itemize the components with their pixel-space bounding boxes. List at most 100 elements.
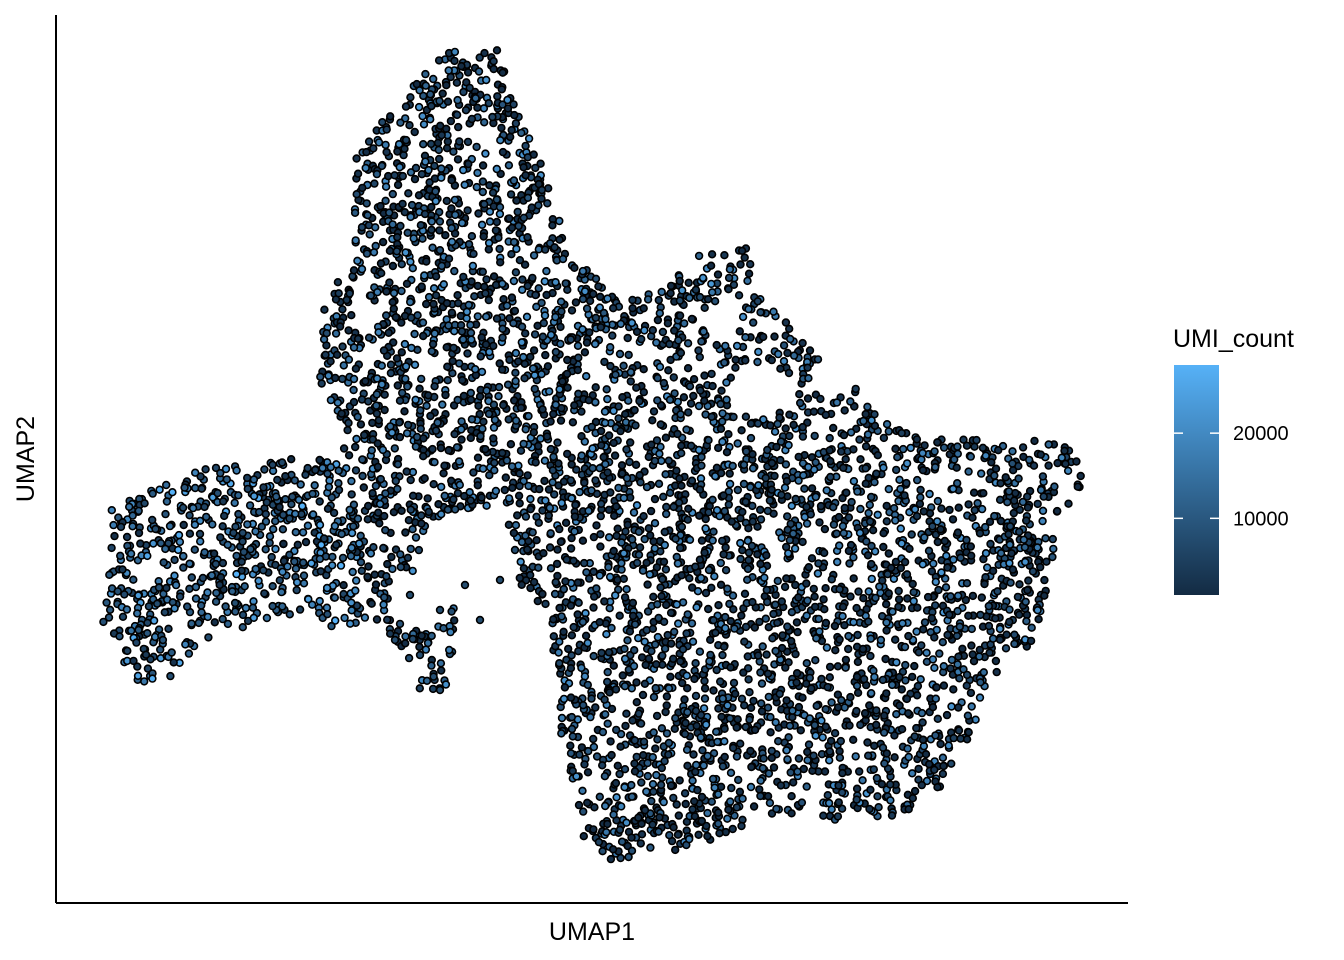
scatter-point [648, 752, 657, 762]
scatter-point [675, 474, 684, 483]
scatter-point [930, 765, 939, 774]
scatter-point [730, 624, 739, 633]
scatter-point [491, 226, 501, 235]
scatter-point [311, 465, 320, 475]
scatter-point [353, 169, 363, 178]
scatter-point [920, 533, 929, 542]
scatter-point [658, 492, 668, 501]
scatter-point [640, 805, 650, 815]
scatter-point [372, 374, 382, 383]
scatter-point [422, 676, 432, 685]
scatter-point [381, 182, 391, 191]
scatter-point [638, 566, 648, 575]
scatter-point [414, 545, 424, 555]
scatter-point [251, 527, 260, 536]
scatter-point [105, 570, 114, 579]
scatter-point [991, 464, 1001, 473]
scatter-point [995, 635, 1005, 644]
scatter-point [609, 810, 618, 819]
scatter-point [1018, 443, 1028, 452]
scatter-point [149, 616, 159, 625]
scatter-point [744, 548, 754, 557]
scatter-point [657, 287, 666, 297]
scatter-point [388, 189, 397, 199]
scatter-point [400, 407, 409, 416]
scatter-point [618, 671, 627, 680]
scatter-point [611, 725, 621, 735]
scatter-point [358, 183, 367, 193]
scatter-point [238, 528, 247, 538]
scatter-point [715, 677, 725, 686]
scatter-point [676, 410, 685, 419]
scatter-point [419, 140, 428, 149]
scatter-point [879, 542, 888, 552]
scatter-point [816, 394, 825, 404]
scatter-point [315, 497, 324, 506]
scatter-point [953, 528, 963, 537]
scatter-point [675, 657, 685, 666]
scatter-point [571, 298, 581, 307]
scatter-point [505, 355, 514, 364]
scatter-point [570, 527, 579, 536]
scatter-point [388, 220, 397, 229]
scatter-point [729, 678, 739, 688]
scatter-point [1022, 616, 1031, 626]
scatter-point [782, 574, 791, 583]
scatter-point [352, 434, 361, 444]
scatter-point [538, 405, 547, 414]
scatter-point [327, 621, 336, 631]
scatter-point [404, 189, 413, 198]
scatter-point [385, 246, 395, 256]
scatter-point [415, 642, 424, 652]
scatter-point [802, 579, 811, 588]
scatter-point [820, 604, 829, 614]
scatter-point [427, 101, 436, 111]
scatter-point [345, 505, 354, 514]
scatter-point [426, 90, 435, 99]
scatter-point [579, 558, 589, 568]
scatter-point [577, 451, 586, 460]
scatter-point [863, 738, 872, 747]
scatter-point [442, 80, 451, 90]
scatter-point [557, 612, 566, 621]
scatter-point [374, 138, 384, 147]
scatter-point [738, 507, 747, 517]
scatter-point [489, 64, 498, 74]
scatter-point [203, 612, 213, 622]
scatter-point [606, 737, 615, 746]
scatter-point [694, 251, 704, 261]
scatter-point [609, 511, 619, 520]
scatter-point [866, 688, 876, 698]
scatter-point [393, 484, 402, 494]
scatter-point [421, 81, 430, 90]
scatter-point [578, 807, 588, 816]
scatter-point [853, 630, 862, 640]
scatter-point [546, 529, 555, 538]
scatter-point [562, 555, 571, 564]
scatter-point [933, 438, 942, 447]
scatter-point [753, 419, 763, 428]
scatter-point [543, 199, 552, 208]
scatter-point [843, 644, 853, 654]
scatter-point [659, 378, 668, 388]
scatter-point [701, 514, 710, 524]
scatter-point [748, 517, 757, 526]
scatter-point [840, 620, 849, 630]
scatter-point [617, 558, 626, 568]
scatter-point [608, 331, 617, 340]
scatter-point [408, 566, 417, 576]
scatter-point [577, 663, 586, 673]
scatter-point [299, 571, 309, 580]
scatter-point [344, 418, 353, 428]
scatter-point [190, 520, 200, 529]
scatter-point [369, 542, 378, 552]
scatter-point [677, 678, 687, 688]
scatter-point [830, 621, 840, 631]
scatter-point [572, 772, 581, 781]
scatter-point [155, 485, 164, 494]
scatter-point [635, 396, 644, 406]
scatter-point [174, 545, 183, 555]
scatter-point [466, 496, 475, 505]
scatter-point [632, 558, 642, 568]
scatter-point [542, 266, 551, 276]
